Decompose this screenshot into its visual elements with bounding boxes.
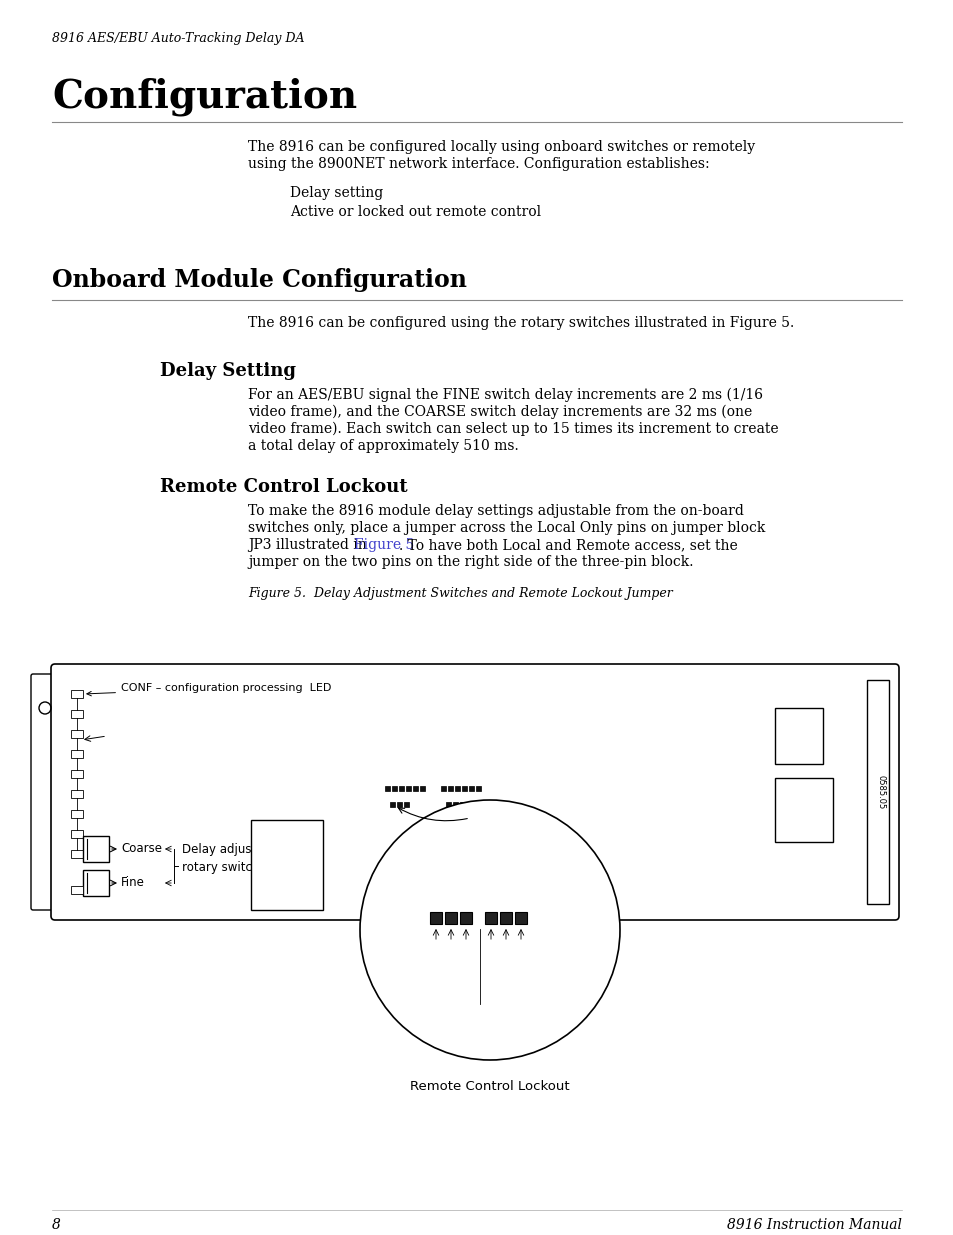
Text: . To have both Local and Remote access, set the: . To have both Local and Remote access, … xyxy=(398,538,737,552)
Text: Configuration: Configuration xyxy=(52,78,356,116)
Text: video frame), and the COARSE switch delay increments are 32 ms (one: video frame), and the COARSE switch dela… xyxy=(248,405,752,420)
Bar xyxy=(866,680,888,904)
Bar xyxy=(453,802,457,806)
Text: a total delay of approximately 510 ms.: a total delay of approximately 510 ms. xyxy=(248,438,518,453)
Text: jumper on the two pins on the right side of the three-pin block.: jumper on the two pins on the right side… xyxy=(248,555,693,569)
Bar xyxy=(444,911,456,924)
Text: To make the 8916 module delay settings adjustable from the on-board: To make the 8916 module delay settings a… xyxy=(248,504,743,517)
Bar xyxy=(83,836,109,862)
Bar xyxy=(455,785,459,790)
Bar xyxy=(71,810,83,818)
Text: Local only,
jumper across these
pins locks out
remote control: Local only, jumper across these pins loc… xyxy=(369,946,475,998)
Text: Fine: Fine xyxy=(121,877,145,889)
Bar xyxy=(419,785,424,790)
Bar xyxy=(774,708,822,764)
Text: Delay Setting: Delay Setting xyxy=(160,362,295,380)
Text: The 8916 can be configured using the rotary switches illustrated in Figure 5.: The 8916 can be configured using the rot… xyxy=(248,316,794,330)
Text: video frame). Each switch can select up to 15 times its increment to create: video frame). Each switch can select up … xyxy=(248,422,778,436)
Text: Remote Control Lockout: Remote Control Lockout xyxy=(160,478,407,496)
Bar xyxy=(392,785,396,790)
Bar xyxy=(71,710,83,718)
Text: Local &
remote
active: Local & remote active xyxy=(483,946,522,984)
Ellipse shape xyxy=(359,800,619,1060)
Text: switches only, place a jumper across the Local Only pins on jumper block: switches only, place a jumper across the… xyxy=(248,521,764,535)
Bar xyxy=(71,830,83,839)
Text: Coarse: Coarse xyxy=(121,842,162,856)
Text: Delay setting: Delay setting xyxy=(290,186,383,200)
Bar xyxy=(390,802,395,806)
Bar xyxy=(71,790,83,798)
Bar xyxy=(396,802,401,806)
Bar xyxy=(476,785,480,790)
Bar xyxy=(251,820,323,910)
Text: JP3 illustrated in: JP3 illustrated in xyxy=(248,538,371,552)
Text: Delay adjust
rotary switches: Delay adjust rotary switches xyxy=(182,842,273,873)
Bar xyxy=(398,785,403,790)
Bar xyxy=(499,911,512,924)
Text: Remote Control Lockout: Remote Control Lockout xyxy=(410,1079,569,1093)
Bar xyxy=(403,802,409,806)
Bar xyxy=(459,802,464,806)
Text: 0585.05: 0585.05 xyxy=(876,774,884,809)
Bar xyxy=(71,730,83,739)
Text: using the 8900NET network interface. Configuration establishes:: using the 8900NET network interface. Con… xyxy=(248,157,709,170)
Bar xyxy=(71,690,83,698)
Bar xyxy=(774,778,832,842)
Text: The 8916 can be configured locally using onboard switches or remotely: The 8916 can be configured locally using… xyxy=(248,140,755,154)
Bar xyxy=(459,911,472,924)
Bar xyxy=(71,769,83,778)
FancyBboxPatch shape xyxy=(30,674,59,910)
Text: CONF – configuration processing  LED: CONF – configuration processing LED xyxy=(87,683,331,695)
Bar xyxy=(461,785,467,790)
Bar xyxy=(484,911,497,924)
Text: Onboard Module Configuration: Onboard Module Configuration xyxy=(52,268,466,291)
Bar xyxy=(446,802,451,806)
Bar xyxy=(71,885,83,894)
Bar xyxy=(515,911,526,924)
Text: Figure 5: Figure 5 xyxy=(354,538,414,552)
Bar xyxy=(440,785,446,790)
Text: 8916 Instruction Manual: 8916 Instruction Manual xyxy=(726,1218,901,1233)
FancyBboxPatch shape xyxy=(51,664,898,920)
Bar xyxy=(71,850,83,858)
Bar xyxy=(448,785,453,790)
Text: Active or locked out remote control: Active or locked out remote control xyxy=(290,205,540,219)
Bar xyxy=(385,785,390,790)
Text: For an AES/EBU signal the FINE switch delay increments are 2 ms (1/16: For an AES/EBU signal the FINE switch de… xyxy=(248,388,762,403)
Text: Figure 5.  Delay Adjustment Switches and Remote Lockout Jumper: Figure 5. Delay Adjustment Switches and … xyxy=(248,587,672,600)
Bar xyxy=(430,911,441,924)
Bar xyxy=(469,785,474,790)
Bar xyxy=(406,785,411,790)
Bar xyxy=(71,750,83,758)
Bar xyxy=(413,785,417,790)
Text: 8: 8 xyxy=(52,1218,61,1233)
Bar xyxy=(83,869,109,897)
Text: 8916 AES/EBU Auto-Tracking Delay DA: 8916 AES/EBU Auto-Tracking Delay DA xyxy=(52,32,304,44)
